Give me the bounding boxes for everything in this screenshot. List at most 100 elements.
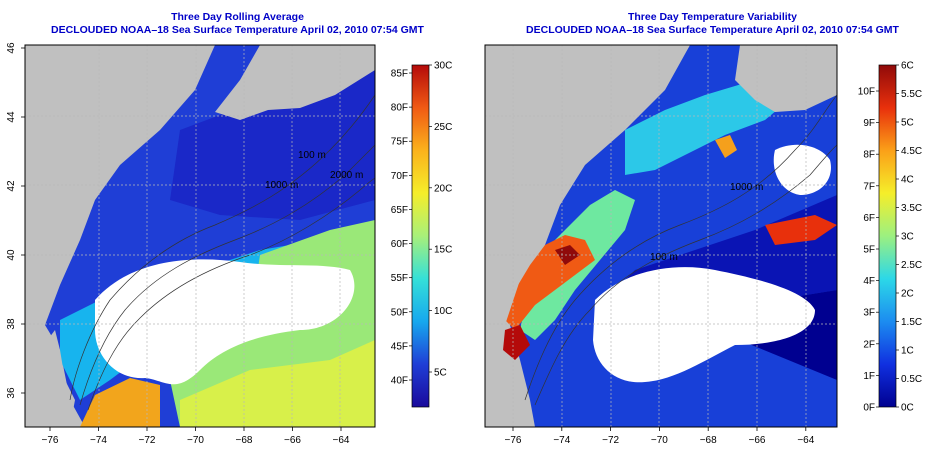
x-tick-label: −72 xyxy=(139,435,156,446)
x-tick-label: −66 xyxy=(284,435,301,446)
colorbar-left-ticks: 0F 1F 2F 3F 4F 5F 6F 7F 8F 9F 10F xyxy=(858,87,879,414)
colorbar-label: 25C xyxy=(434,122,452,133)
colorbar-left-ticks: 40F 45F 50F 55F 60F 65F 70F 75F 80F 85F xyxy=(391,69,412,387)
colorbar-label: 6C xyxy=(901,61,914,72)
contour-100m xyxy=(69,94,375,401)
colorbar-label: 40F xyxy=(391,376,408,387)
cloud-mask xyxy=(593,267,815,383)
colorbar-label: 50F xyxy=(391,307,408,318)
colorbar-label: 2C xyxy=(901,289,914,300)
y-tick-label: 42 xyxy=(6,180,17,192)
y-tick-label: 38 xyxy=(6,318,17,330)
y-tick-label: 36 xyxy=(6,387,17,399)
contour-label: 100 m xyxy=(298,150,326,161)
colorbar-label: 4F xyxy=(863,276,875,287)
x-tick-label: −70 xyxy=(187,435,204,446)
colorbar-label: 6F xyxy=(863,213,875,224)
colorbar-label: 0.5C xyxy=(901,374,922,385)
colorbar-label: 3.5C xyxy=(901,203,922,214)
contour-2000m xyxy=(87,177,375,411)
x-tick-label: −68 xyxy=(700,435,717,446)
map-title: Three Day Temperature Variability xyxy=(627,11,798,23)
colorbar-label: 80F xyxy=(391,103,408,114)
colorbar-label: 8F xyxy=(863,150,875,161)
colorbar-label: 4C xyxy=(901,175,914,186)
colorbar-label: 30C xyxy=(434,61,452,72)
high-variability-red xyxy=(503,325,530,360)
colorbar-label: 75F xyxy=(391,137,408,148)
contour-1000m xyxy=(534,144,837,406)
colorbar-label: 60F xyxy=(391,239,408,250)
x-tick-label: −76 xyxy=(42,435,59,446)
colorbar-label: 0F xyxy=(863,403,875,414)
colorbar xyxy=(878,64,897,408)
colorbar-label: 15C xyxy=(434,245,452,256)
x-tick-label: −70 xyxy=(651,435,668,446)
colorbar-label: 70F xyxy=(391,171,408,182)
map-area xyxy=(485,45,837,427)
colorbar-right-ticks: 5C 10C 15C 20C 25C 30C xyxy=(429,61,452,379)
x-axis-ticks: −76 −74 −72 −70 −68 −66 −64 xyxy=(42,427,350,446)
x-tick-label: −68 xyxy=(236,435,253,446)
colorbar-label: 1C xyxy=(901,346,914,357)
nova-scotia-land xyxy=(215,45,375,120)
panel-rolling-average: Three Day Rolling Average DECLOUDED NOAA… xyxy=(6,11,452,446)
x-tick-label: −74 xyxy=(90,435,107,446)
colorbar-label: 10F xyxy=(858,87,875,98)
y-tick-label: 46 xyxy=(6,42,17,54)
colorbar-label: 85F xyxy=(391,69,408,80)
x-tick-label: −64 xyxy=(797,435,814,446)
colorbar xyxy=(411,64,430,408)
x-tick-label: −72 xyxy=(602,435,619,446)
colorbar-label: 5F xyxy=(863,245,875,256)
map-title: Three Day Rolling Average xyxy=(171,11,304,23)
colorbar-label: 3F xyxy=(863,308,875,319)
warm-water-yellow xyxy=(180,340,375,427)
high-variability-orange xyxy=(715,135,737,158)
colorbar-label: 4.5C xyxy=(901,146,922,157)
contour-label: 2000 m xyxy=(330,170,363,181)
colorbar-label: 2F xyxy=(863,339,875,350)
y-tick-label: 44 xyxy=(6,111,17,123)
colorbar-label: 10C xyxy=(434,306,452,317)
high-variability-red xyxy=(765,215,837,245)
x-axis-ticks: −76 −74 −72 −70 −68 −66 −64 xyxy=(505,427,815,446)
gulf-stream-orange xyxy=(80,378,160,427)
colorbar-label: 5C xyxy=(434,368,447,379)
colorbar-label: 9F xyxy=(863,118,875,129)
colorbar-label: 5C xyxy=(901,118,914,129)
x-tick-label: −64 xyxy=(333,435,350,446)
us-coast-land xyxy=(485,45,690,390)
y-tick-label: 40 xyxy=(6,249,17,261)
x-tick-label: −76 xyxy=(505,435,522,446)
colorbar-label: 3C xyxy=(901,232,914,243)
gulf-of-maine-region xyxy=(170,60,375,220)
cloud-mask xyxy=(95,259,355,385)
us-coast-land xyxy=(25,45,215,380)
colorbar-label: 65F xyxy=(391,205,408,216)
map-frame xyxy=(484,44,838,428)
colorbar-label: 2.5C xyxy=(901,260,922,271)
map-frame xyxy=(24,44,376,428)
x-tick-label: −74 xyxy=(553,435,570,446)
y-axis-ticks: 36 38 40 42 44 46 xyxy=(6,42,25,399)
contour-label: 1000 m xyxy=(265,180,298,191)
high-variability-red xyxy=(555,245,580,265)
map-subtitle: DECLOUDED NOAA–18 Sea Surface Temperatur… xyxy=(526,24,899,36)
colorbar-label: 5.5C xyxy=(901,89,922,100)
sst-average-map: 100 m 1000 m 2000 m −76 −74 −72 −70 −68 −66 −6… xyxy=(6,42,452,446)
map-area xyxy=(25,45,375,427)
panel-variability: Three Day Temperature Variability DECLOU… xyxy=(475,0,950,475)
nova-scotia-land xyxy=(735,45,837,112)
carolina-land xyxy=(485,370,520,427)
colorbar-label: 1F xyxy=(863,371,875,382)
contour-label: 1000 m xyxy=(730,182,763,193)
contour-100m xyxy=(524,94,837,401)
contour-1000m xyxy=(79,144,375,406)
lat-lon-grid xyxy=(485,45,837,427)
map-subtitle: DECLOUDED NOAA–18 Sea Surface Temperatur… xyxy=(51,24,424,36)
colorbar-label: 7F xyxy=(863,181,875,192)
carolina-land xyxy=(25,330,75,427)
colorbar-label: 55F xyxy=(391,273,408,284)
colorbar-label: 0C xyxy=(901,403,914,414)
